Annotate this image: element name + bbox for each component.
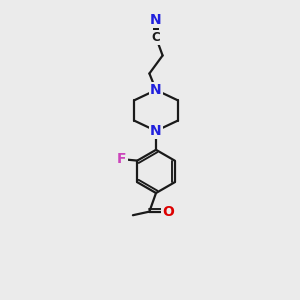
Text: N: N [150, 124, 162, 138]
Text: F: F [117, 152, 126, 166]
Text: O: O [162, 205, 174, 219]
Text: N: N [150, 83, 162, 97]
Text: N: N [150, 13, 162, 26]
Text: C: C [152, 31, 160, 44]
